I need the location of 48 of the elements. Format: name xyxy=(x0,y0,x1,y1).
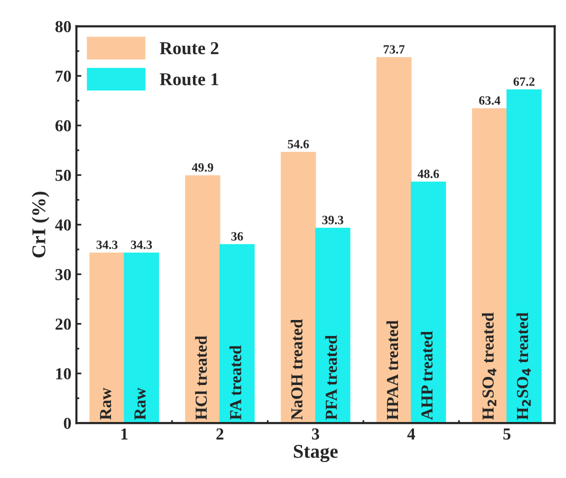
y-tick-label: 30 xyxy=(56,268,71,280)
bar xyxy=(410,182,446,424)
x-tick-label: 2 xyxy=(216,428,224,440)
data-label: 34.3 xyxy=(96,240,118,250)
bar xyxy=(220,244,255,424)
y-tick-label: 40 xyxy=(55,219,71,231)
y-tick-label: 20 xyxy=(56,318,71,330)
legend-label: Route 1 xyxy=(160,73,218,86)
annotation: H$_{2}$SO$_{4}$ treated xyxy=(482,312,496,420)
data-label: 34.3 xyxy=(130,240,152,250)
x-tick-label: 4 xyxy=(407,428,416,440)
data-label: 73.7 xyxy=(384,45,405,54)
data-label: 54.6 xyxy=(288,140,309,148)
bar xyxy=(89,252,125,424)
x-tick-label: 3 xyxy=(312,428,320,440)
bar xyxy=(472,108,508,424)
data-label: 63.4 xyxy=(479,96,500,105)
bar xyxy=(280,152,316,424)
bar xyxy=(185,175,220,424)
annotation: NaOH treated xyxy=(290,319,302,420)
annotation: Raw xyxy=(134,388,146,420)
x-tick-label: 5 xyxy=(503,428,510,440)
bar xyxy=(376,57,412,424)
data-label: 39.3 xyxy=(322,216,344,224)
annotation: HCl treated xyxy=(195,336,207,420)
legend-label: Route 2 xyxy=(160,42,218,54)
data-label: 49.9 xyxy=(192,163,214,172)
annotation: AHP treated xyxy=(420,331,433,420)
data-label: 36 xyxy=(231,232,243,241)
annotation: HPAA treated xyxy=(386,320,398,420)
x-tick-label: 1 xyxy=(121,428,128,440)
y-tick-label: 10 xyxy=(56,368,71,380)
bar xyxy=(506,89,542,424)
bar xyxy=(315,228,350,424)
y-tick-label: 0 xyxy=(64,418,71,429)
y-tick-label: 70 xyxy=(56,70,71,82)
y-axis-title: CrI (%) xyxy=(32,192,50,258)
y-tick-label: 50 xyxy=(56,170,71,182)
y-tick-label: 80 xyxy=(55,20,71,32)
x-axis-title: Stage xyxy=(294,444,338,462)
data-label: 48.6 xyxy=(418,170,439,178)
annotation: FA treated xyxy=(230,345,242,420)
annotation: PFA treated xyxy=(325,335,337,420)
annotation: H$_{2}$SO$_{4}$ treated xyxy=(516,312,531,420)
annotation: Raw xyxy=(100,388,112,420)
bar xyxy=(124,252,160,424)
y-tick-label: 60 xyxy=(55,120,71,132)
data-label: 67.2 xyxy=(514,77,534,86)
